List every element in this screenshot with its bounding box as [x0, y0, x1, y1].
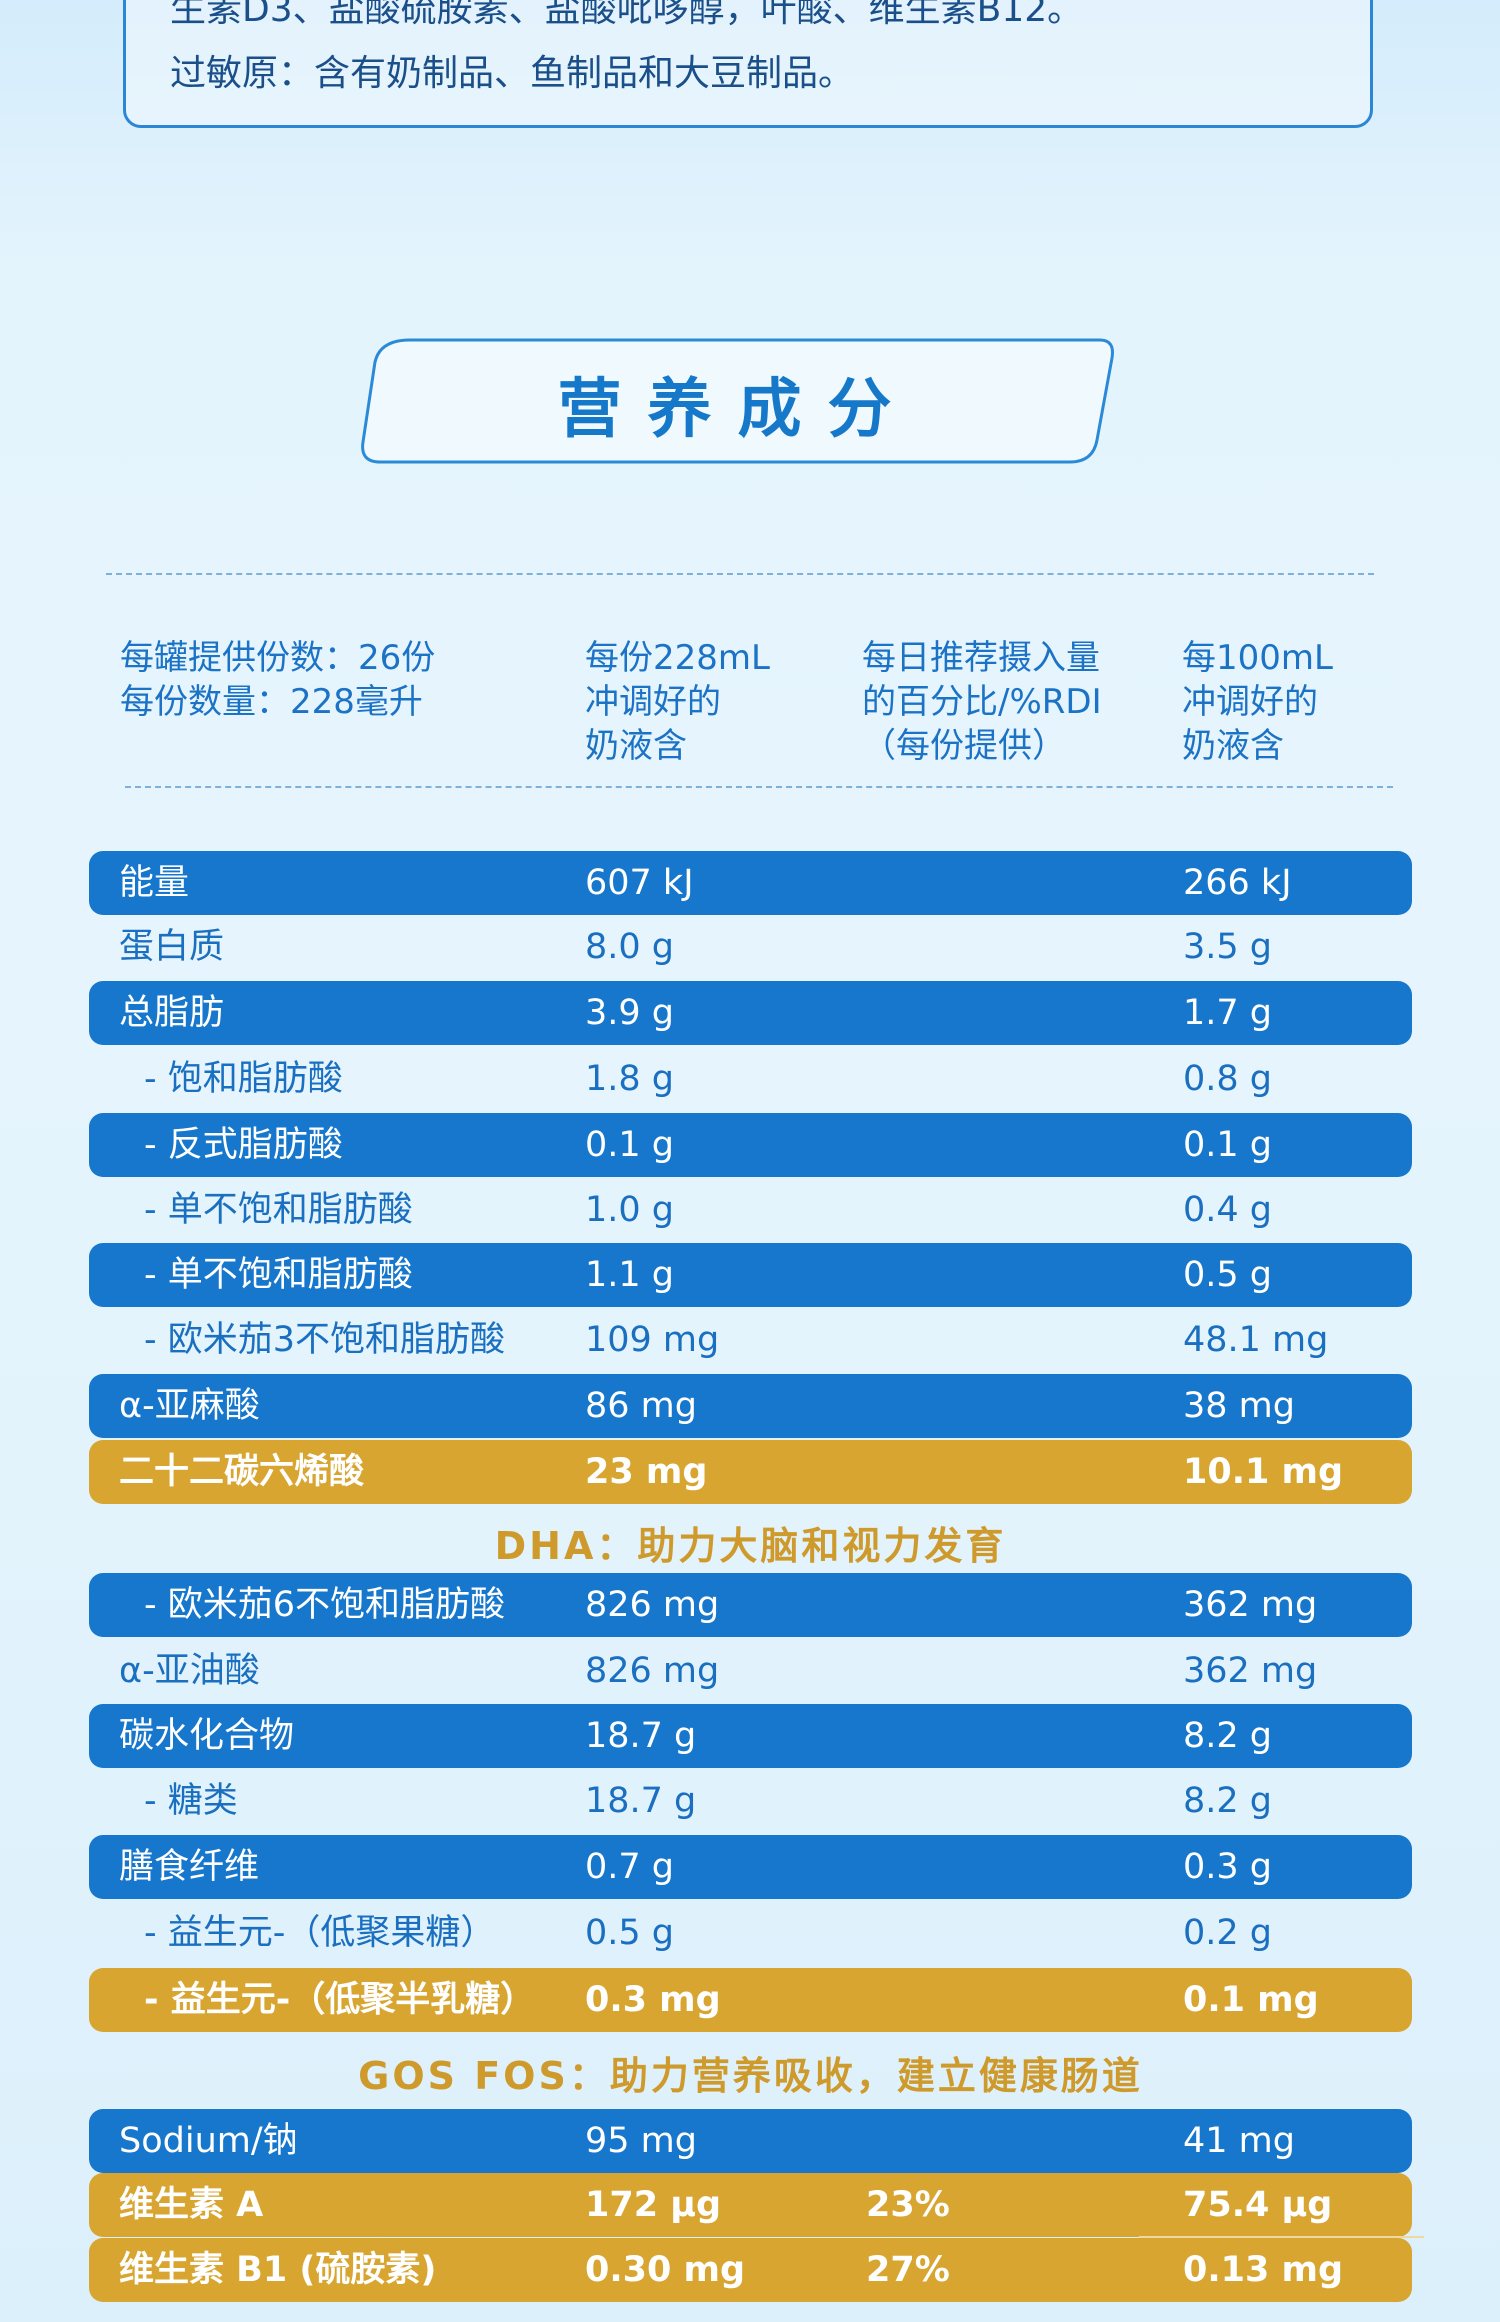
nutrient-name: 蛋白质	[119, 927, 225, 967]
rdi-value: 23%	[866, 2185, 950, 2225]
nutrient-name: α-亚油酸	[119, 1651, 260, 1691]
per-100ml-value: 0.3 g	[1183, 1847, 1273, 1887]
per-100ml-value: 48.1 mg	[1183, 1320, 1329, 1360]
table-row: - 单不饱和脂肪酸 1.0 g 0.4 g	[89, 1178, 1412, 1242]
table-row: - 饱和脂肪酸 1.8 g 0.8 g	[89, 1047, 1412, 1111]
per-serving-value: 826 mg	[585, 1651, 720, 1691]
nutrient-name: - 糖类	[144, 1781, 238, 1821]
table-row: 维生素 B1 (硫胺素) 0.30 mg 27% 0.13 mg	[89, 2238, 1412, 2302]
ingredients-box	[123, 0, 1373, 128]
nutrient-name: Sodium/钠	[119, 2121, 298, 2161]
nutrient-name: 能量	[119, 863, 190, 903]
nutrient-name: - 单不饱和脂肪酸	[144, 1255, 413, 1295]
header-per-serving: 每份228mL 冲调好的 奶液含	[585, 638, 770, 766]
title-frame-icon	[361, 338, 1114, 464]
per-serving-value: 23 mg	[585, 1452, 708, 1492]
per-100ml-value: 75.4 μg	[1183, 2185, 1333, 2225]
per-100ml-value: 1.7 g	[1183, 993, 1273, 1033]
per-100ml-value: 10.1 mg	[1183, 1452, 1344, 1492]
nutrient-name: - 益生元-（低聚果糖）	[144, 1913, 496, 1953]
per-100ml-value: 0.1 g	[1183, 1125, 1273, 1165]
per-serving-value: 0.7 g	[585, 1847, 675, 1887]
per-100ml-value: 0.1 mg	[1183, 1980, 1319, 2020]
per-100ml-value: 266 kJ	[1183, 863, 1292, 903]
table-row: 总脂肪 3.9 g 1.7 g	[89, 981, 1412, 1045]
nutrient-name: - 单不饱和脂肪酸	[144, 1190, 413, 1230]
table-row: 碳水化合物 18.7 g 8.2 g	[89, 1704, 1412, 1768]
nutrient-name: 维生素 A	[119, 2185, 264, 2225]
per-100ml-value: 38 mg	[1183, 1386, 1295, 1426]
per-serving-value: 1.8 g	[585, 1059, 675, 1099]
header-per-100ml: 每100mL 冲调好的 奶液含	[1182, 638, 1333, 766]
section-title: 营养成分	[557, 373, 918, 447]
nutrient-name: 维生素 B1 (硫胺素)	[119, 2250, 437, 2290]
per-100ml-value: 362 mg	[1183, 1585, 1318, 1625]
nutrient-name: 总脂肪	[119, 993, 225, 1033]
per-100ml-value: 0.13 mg	[1183, 2250, 1344, 2290]
allergen-text: 过敏原：含有奶制品、鱼制品和大豆制品。	[170, 53, 855, 94]
per-serving-value: 109 mg	[585, 1320, 720, 1360]
per-serving-value: 826 mg	[585, 1585, 720, 1625]
highlight-note: GOS FOS：助力营养吸收，建立健康肠道	[358, 2054, 1143, 2098]
table-row: - 益生元-（低聚半乳糖） 0.3 mg 0.1 mg	[89, 1968, 1412, 2032]
table-row: 维生素 A 172 μg 23% 75.4 μg	[89, 2173, 1424, 2238]
per-serving-value: 0.3 mg	[585, 1980, 721, 2020]
divider-bottom	[125, 786, 1393, 788]
header-rdi: 每日推荐摄入量 的百分比/%RDI （每份提供）	[862, 638, 1102, 766]
per-100ml-value: 0.8 g	[1183, 1059, 1273, 1099]
per-serving-value: 0.30 mg	[585, 2250, 746, 2290]
per-serving-value: 0.1 g	[585, 1125, 675, 1165]
per-100ml-value: 41 mg	[1183, 2121, 1295, 2161]
nutrient-name: 膳食纤维	[119, 1847, 260, 1887]
table-row: - 糖类 18.7 g 8.2 g	[89, 1769, 1412, 1833]
table-row: Sodium/钠 95 mg 41 mg	[89, 2109, 1412, 2173]
table-row: 蛋白质 8.0 g 3.5 g	[89, 915, 1412, 979]
table-row: 膳食纤维 0.7 g 0.3 g	[89, 1835, 1412, 1899]
nutrient-name: α-亚麻酸	[119, 1386, 260, 1426]
per-serving-value: 0.5 g	[585, 1913, 675, 1953]
table-row: α-亚麻酸 86 mg 38 mg	[89, 1374, 1412, 1438]
per-serving-value: 95 mg	[585, 2121, 697, 2161]
table-row: 二十二碳六烯酸 23 mg 10.1 mg	[89, 1440, 1412, 1504]
per-serving-value: 607 kJ	[585, 863, 694, 903]
highlight-note: DHA：助力大脑和视力发育	[494, 1524, 1007, 1568]
per-serving-value: 3.9 g	[585, 993, 675, 1033]
per-100ml-value: 362 mg	[1183, 1651, 1318, 1691]
nutrient-name: - 饱和脂肪酸	[144, 1059, 343, 1099]
row-separator	[1139, 2236, 1424, 2238]
nutrient-name: 二十二碳六烯酸	[119, 1452, 365, 1492]
per-100ml-value: 0.4 g	[1183, 1190, 1273, 1230]
per-100ml-value: 0.2 g	[1183, 1913, 1273, 1953]
table-row: - 反式脂肪酸 0.1 g 0.1 g	[89, 1113, 1412, 1177]
table-row: α-亚油酸 826 mg 362 mg	[89, 1639, 1412, 1703]
nutrient-name: 碳水化合物	[119, 1716, 295, 1756]
per-100ml-value: 0.5 g	[1183, 1255, 1273, 1295]
table-row: - 益生元-（低聚果糖） 0.5 g 0.2 g	[89, 1901, 1412, 1965]
ingredients-text: 生素D3、盐酸硫胺素、盐酸吡哆醇，叶酸、维生素B12。	[170, 0, 1084, 30]
header-servings: 每罐提供份数：26份 每份数量：228毫升	[120, 638, 436, 722]
per-serving-value: 18.7 g	[585, 1716, 697, 1756]
per-serving-value: 18.7 g	[585, 1781, 697, 1821]
divider-top	[106, 573, 1374, 575]
table-row: - 欧米茄6不饱和脂肪酸 826 mg 362 mg	[89, 1573, 1412, 1637]
nutrient-name: - 欧米茄6不饱和脂肪酸	[144, 1585, 506, 1625]
per-100ml-value: 8.2 g	[1183, 1716, 1273, 1756]
per-100ml-value: 8.2 g	[1183, 1781, 1273, 1821]
per-serving-value: 172 μg	[585, 2185, 722, 2225]
nutrient-name: - 反式脂肪酸	[144, 1125, 343, 1165]
table-row: - 单不饱和脂肪酸 1.1 g 0.5 g	[89, 1243, 1412, 1307]
per-serving-value: 1.1 g	[585, 1255, 675, 1295]
section-title-badge: 营养成分	[355, 330, 1120, 470]
per-serving-value: 86 mg	[585, 1386, 697, 1426]
nutrient-name: - 欧米茄3不饱和脂肪酸	[144, 1320, 506, 1360]
per-serving-value: 1.0 g	[585, 1190, 675, 1230]
rdi-value: 27%	[866, 2250, 950, 2290]
per-100ml-value: 3.5 g	[1183, 927, 1273, 967]
nutrient-name: - 益生元-（低聚半乳糖）	[144, 1980, 536, 2020]
per-serving-value: 8.0 g	[585, 927, 675, 967]
table-row: - 欧米茄3不饱和脂肪酸 109 mg 48.1 mg	[89, 1308, 1412, 1372]
table-row: 能量 607 kJ 266 kJ	[89, 851, 1412, 915]
